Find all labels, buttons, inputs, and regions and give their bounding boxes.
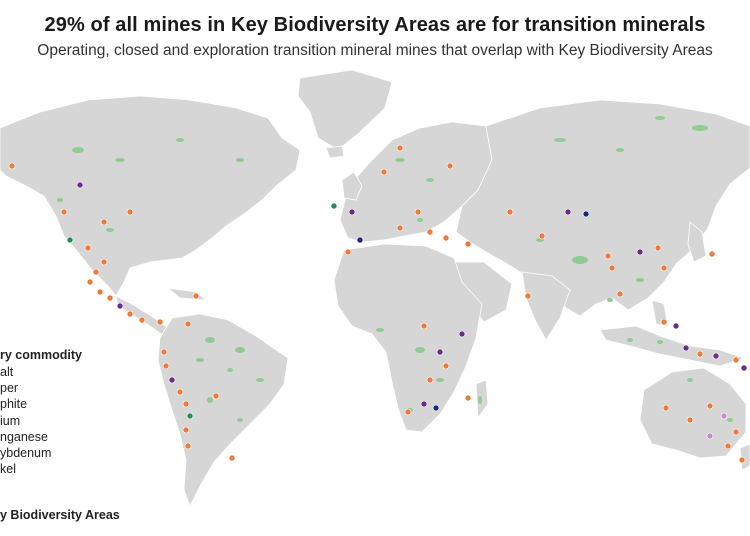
legend-item-nickel: kel — [0, 462, 16, 477]
caribbean — [166, 287, 208, 301]
legend-item-other — [0, 477, 51, 493]
south-america — [157, 313, 289, 507]
legend-item-copper: per — [0, 381, 19, 396]
india — [521, 271, 571, 341]
japan — [687, 221, 707, 263]
central-america — [115, 295, 171, 337]
legend-item-cobalt: alt — [0, 365, 14, 379]
greenland — [297, 69, 393, 151]
africa — [333, 243, 483, 433]
map-title: 29% of all mines in Key Biodiversity Are… — [44, 14, 706, 36]
legend-items: alt per phite ium nganese ybdenum kel — [0, 364, 51, 494]
north-america — [0, 95, 301, 297]
iceland — [325, 145, 345, 159]
legend-item-molybdenum: ybdenum — [0, 445, 52, 460]
legend-item-lithium: ium — [0, 413, 21, 428]
key-biodiversity-areas — [57, 116, 733, 422]
australia — [639, 367, 747, 459]
world-map — [0, 69, 750, 507]
legend-item-manganese: nganese — [0, 429, 48, 444]
se-asia-islands — [599, 325, 746, 367]
land-masses — [0, 69, 750, 507]
legend-title: ry commodity — [0, 348, 82, 362]
legend-kba-label: y Biodiversity Areas — [0, 508, 120, 522]
legend-item-graphite: phite — [0, 397, 28, 412]
madagascar — [475, 379, 489, 420]
mine-markers — [8, 144, 748, 464]
asia — [455, 99, 750, 317]
map-subtitle: Operating, closed and exploration transi… — [37, 42, 713, 59]
british-isles — [341, 171, 363, 201]
